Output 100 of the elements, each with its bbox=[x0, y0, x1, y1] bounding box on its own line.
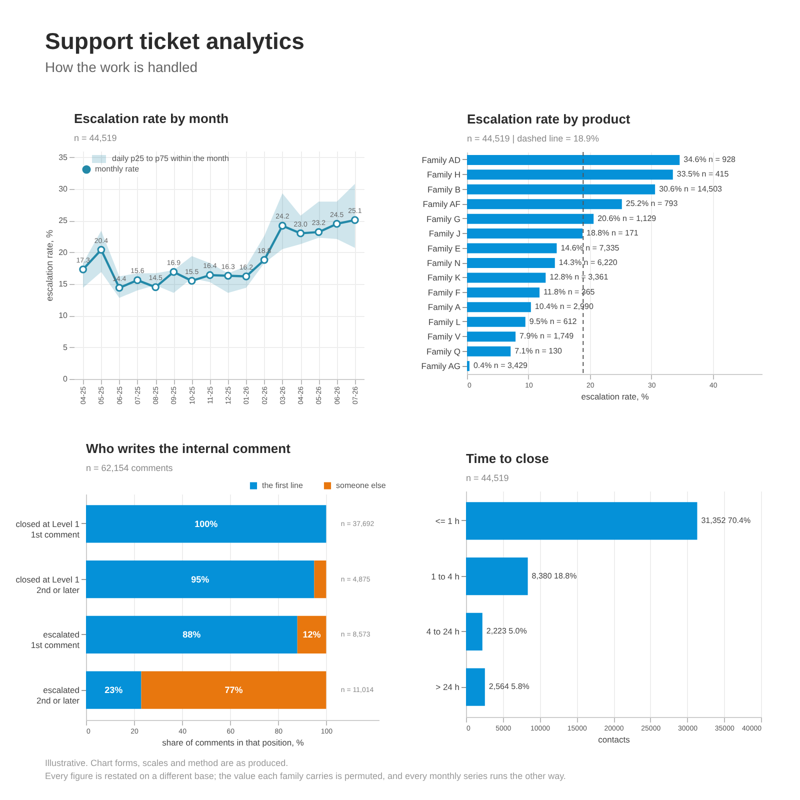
chart-title: Escalation rate by product bbox=[467, 112, 631, 126]
y-tick-label: Family A bbox=[428, 302, 461, 312]
y-tick-label: closed at Level 1 1st comment bbox=[16, 518, 80, 540]
y-tick-label: Family H bbox=[426, 170, 460, 180]
y-axis-title: escalation rate, % bbox=[44, 230, 55, 302]
point bbox=[170, 268, 178, 276]
y-tick-label: Family N bbox=[426, 258, 460, 268]
y-tick-label: 10 bbox=[58, 311, 68, 320]
chart-subtitle: n = 44,519 bbox=[74, 133, 117, 143]
y-tick-label: 30 bbox=[58, 184, 68, 194]
y-tick-label: Family AG bbox=[421, 361, 460, 372]
bar bbox=[467, 228, 583, 239]
bar bbox=[467, 170, 673, 180]
bar bbox=[467, 184, 656, 194]
y-tick-label: 1 to 4 h bbox=[431, 571, 460, 582]
point bbox=[224, 272, 232, 280]
y-tick-label: escalated 1st comment bbox=[30, 630, 80, 650]
bar bbox=[86, 671, 142, 709]
y-tick-label: 20 bbox=[58, 248, 68, 257]
data-label: 33.5% n = 415 bbox=[676, 170, 730, 179]
y-tick-label: Family Q bbox=[426, 346, 461, 356]
data-label: 12.8% n = 3,361 bbox=[550, 272, 609, 282]
point bbox=[314, 228, 323, 236]
bar bbox=[467, 154, 680, 165]
point bbox=[152, 283, 160, 292]
y-tick-label: escalated 2nd or later bbox=[36, 685, 80, 706]
x-axis-title: escalation rate, % bbox=[581, 392, 650, 402]
data-label: 95% bbox=[191, 574, 210, 584]
y-tick-label: closed at Level 1 2nd or later bbox=[16, 574, 80, 595]
data-label: 18.8% n = 171 bbox=[586, 228, 639, 238]
text: Illustrative. Chart forms, scales and method are as produced. bbox=[45, 758, 290, 768]
bar bbox=[466, 668, 485, 706]
y-tick-label: Family E bbox=[427, 243, 461, 254]
text: How the work is handled bbox=[45, 59, 199, 75]
data-label: 88% bbox=[182, 630, 201, 640]
y-tick-label: Family K bbox=[427, 272, 461, 283]
bar bbox=[297, 616, 326, 654]
y-tick-label: Family AF bbox=[422, 199, 460, 210]
legend-label: the first line bbox=[262, 480, 304, 490]
bar bbox=[467, 346, 511, 356]
chart-title: Escalation rate by month bbox=[74, 111, 229, 126]
data-label: 10.4% n = 2,990 bbox=[534, 302, 594, 312]
y-tick-label: Family L bbox=[428, 316, 461, 327]
data-label: 12% bbox=[302, 630, 321, 640]
data-label: 8,380 18.8% bbox=[532, 571, 577, 580]
chart-subtitle: n = 62,154 comments bbox=[86, 463, 174, 473]
annotation: daily p25 to p75 within the month bbox=[112, 154, 229, 163]
chart-subtitle: n = 44,519 | dashed line = 18.9% bbox=[467, 134, 599, 144]
point bbox=[332, 220, 341, 228]
point bbox=[278, 222, 286, 230]
data-label: 0.4% n = 3,429 bbox=[473, 361, 528, 370]
data-label: 14.3% n = 6,220 bbox=[558, 258, 618, 267]
text: Support ticket analytics bbox=[45, 28, 304, 55]
bar bbox=[86, 505, 326, 543]
bar bbox=[86, 616, 298, 654]
y-tick-label: 5 bbox=[63, 342, 68, 352]
y-tick-label: Family V bbox=[427, 332, 461, 342]
bar bbox=[467, 214, 594, 224]
y-tick-label: 0 bbox=[63, 374, 68, 384]
data-label: 2,223 5.0% bbox=[486, 626, 527, 636]
data-label: 20.6% n = 1,129 bbox=[598, 214, 657, 223]
point bbox=[260, 256, 268, 264]
data-label: 23% bbox=[104, 685, 123, 696]
data-label: 7.9% n = 1,749 bbox=[520, 332, 574, 341]
data-label: 2,564 5.8% bbox=[488, 682, 530, 692]
y-tick-label: 35 bbox=[58, 152, 68, 162]
bar bbox=[466, 557, 528, 596]
y-tick-label: 25 bbox=[58, 216, 68, 226]
bar bbox=[86, 560, 314, 598]
y-tick-label: Family G bbox=[426, 214, 460, 224]
point bbox=[97, 246, 106, 254]
chart-title: Who writes the internal comment bbox=[86, 441, 292, 456]
y-tick-label: Family AD bbox=[422, 154, 460, 165]
bar bbox=[467, 302, 531, 312]
x-axis-title: share of comments in that position, % bbox=[162, 738, 304, 748]
point bbox=[133, 276, 142, 284]
data-label: 14.6% n = 7,335 bbox=[560, 243, 620, 252]
bar bbox=[467, 332, 516, 342]
data-label: 100% bbox=[194, 518, 218, 529]
data-label: 9.5% n = 612 bbox=[529, 316, 578, 326]
bar bbox=[467, 287, 540, 298]
data-label: 25.2% n = 793 bbox=[626, 199, 678, 208]
point bbox=[242, 272, 250, 280]
y-tick-label: Family B bbox=[427, 184, 461, 194]
bar bbox=[467, 272, 546, 283]
data-label: 34.6% n = 928 bbox=[684, 154, 736, 164]
y-tick-label: > 24 h bbox=[436, 682, 460, 692]
y-tick-label: 4 to 24 h bbox=[426, 626, 460, 637]
point bbox=[350, 216, 359, 224]
bar bbox=[467, 243, 557, 254]
legend-label: someone else bbox=[336, 480, 386, 490]
point bbox=[115, 284, 124, 292]
point bbox=[206, 271, 214, 280]
y-tick-label: 15 bbox=[58, 280, 68, 288]
bar bbox=[467, 316, 526, 327]
chart-subtitle: n = 44,519 bbox=[466, 473, 509, 483]
data-label: 30.6% n = 14,503 bbox=[659, 184, 723, 194]
data-label: 11.8% n = 365 bbox=[544, 287, 596, 296]
y-tick-label: <= 1 h bbox=[435, 516, 460, 526]
data-label: 31,352 70.4% bbox=[701, 516, 751, 525]
